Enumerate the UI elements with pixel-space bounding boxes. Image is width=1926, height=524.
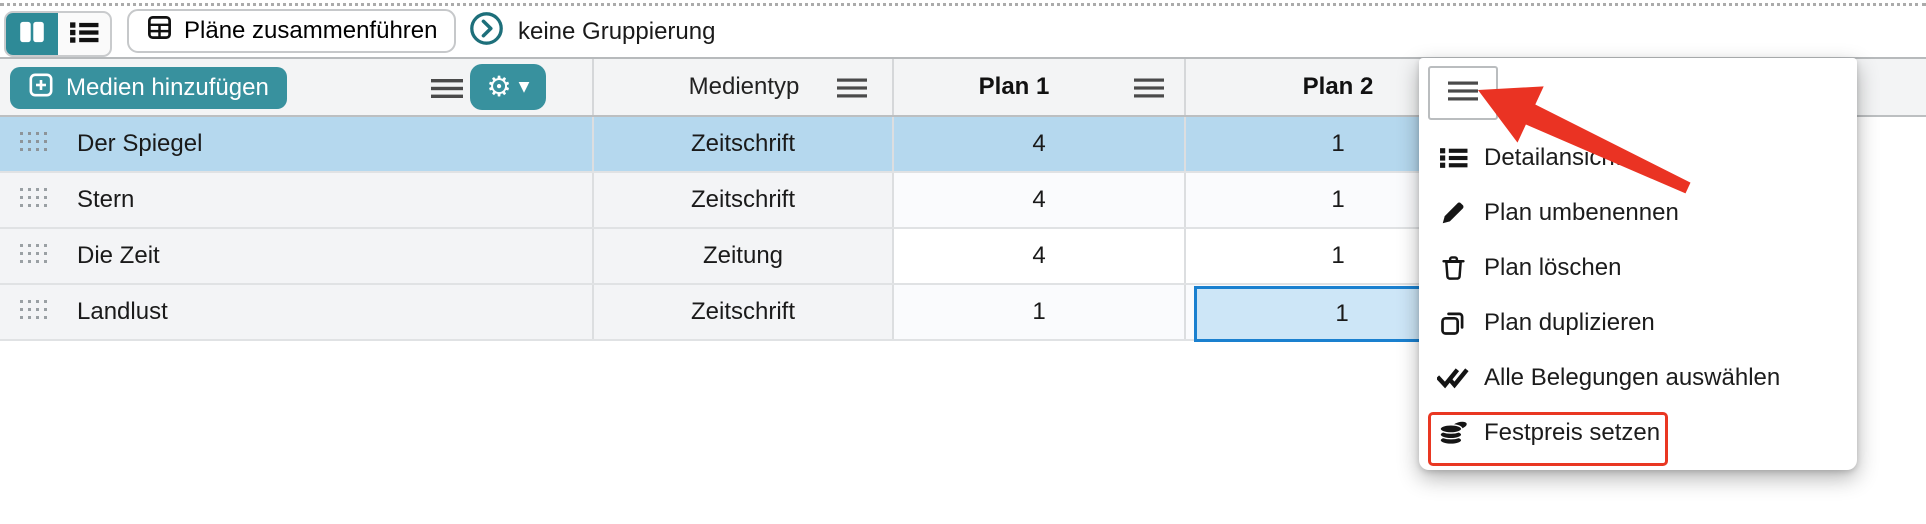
plan1-column-header: Plan 1	[978, 73, 1050, 100]
double-check-icon	[1437, 362, 1469, 394]
media-type-cell[interactable]: Zeitung	[594, 229, 894, 283]
menu-item-label: Alle Belegungen auswählen	[1484, 363, 1781, 391]
detail-list-icon	[1437, 142, 1469, 174]
grouping-control[interactable]: keine Gruppierung	[468, 10, 715, 54]
gear-icon: ⚙	[486, 70, 512, 103]
column-divider	[892, 59, 894, 115]
column-divider	[592, 59, 594, 115]
drag-handle-icon[interactable]	[20, 130, 47, 158]
merge-plans-label: Pläne zusammenführen	[184, 17, 438, 44]
media-name: Landlust	[77, 298, 168, 325]
media-type-cell[interactable]: Zeitschrift	[594, 117, 894, 171]
medientyp-column-menu-icon[interactable]	[836, 78, 868, 103]
plan-menu-items: Detailansicht Plan umbenennen	[1419, 130, 1857, 460]
drag-handle-icon[interactable]	[20, 242, 47, 270]
media-name: Der Spiegel	[77, 130, 203, 157]
columns-view-icon	[17, 19, 47, 50]
plan1-column-menu-icon[interactable]	[1133, 78, 1165, 103]
grouping-label: keine Gruppierung	[518, 18, 716, 45]
menu-item-plan-loeschen[interactable]: Plan löschen	[1419, 240, 1857, 295]
menu-item-label: Festpreis setzen	[1484, 418, 1661, 446]
drag-handle-icon[interactable]	[20, 298, 47, 326]
table-row-die-zeit[interactable]: Die Zeit Zeitung 4 1	[0, 229, 1490, 285]
plan2-column-menu-trigger[interactable]	[1428, 66, 1498, 120]
menu-item-label: Plan löschen	[1484, 253, 1622, 281]
menu-item-label: Plan umbenennen	[1484, 198, 1679, 226]
view-toggle	[4, 11, 112, 57]
hamburger-icon	[1447, 81, 1479, 106]
add-media-label: Medien hinzufügen	[66, 74, 269, 101]
medientyp-column-header: Medientyp	[688, 73, 800, 100]
columns-view-button[interactable]	[6, 13, 58, 55]
menu-item-label: Plan duplizieren	[1484, 308, 1655, 336]
menu-item-label: Detailansicht	[1484, 143, 1622, 171]
menu-item-alle-belegungen-auswaehlen[interactable]: Alle Belegungen auswählen	[1419, 350, 1857, 405]
plan2-column-header: Plan 2	[1302, 73, 1374, 100]
media-type-cell[interactable]: Zeitschrift	[594, 173, 894, 227]
plan1-value-cell[interactable]: 1	[894, 285, 1186, 339]
menu-item-plan-duplizieren[interactable]: Plan duplizieren	[1419, 295, 1857, 350]
name-column-menu-icon[interactable]	[430, 78, 464, 104]
drag-handle-icon[interactable]	[20, 186, 47, 214]
media-name: Die Zeit	[77, 242, 160, 269]
top-dotted-divider	[0, 3, 1926, 6]
plan2-column-menu: Detailansicht Plan umbenennen	[1419, 58, 1857, 470]
chevron-right-circle-icon	[468, 10, 505, 54]
plan1-value-cell[interactable]: 4	[894, 117, 1186, 171]
trash-icon	[1437, 252, 1469, 284]
add-media-button[interactable]: Medien hinzufügen	[10, 67, 287, 109]
list-view-icon	[69, 19, 99, 50]
plan1-value-cell[interactable]: 4	[894, 173, 1186, 227]
list-view-button[interactable]	[58, 13, 110, 55]
menu-item-festpreis-setzen[interactable]: Festpreis setzen	[1419, 405, 1857, 460]
merge-plans-button[interactable]: Pläne zusammenführen	[127, 9, 457, 53]
caret-down-icon: ▼	[518, 79, 530, 95]
table-row-stern[interactable]: Stern Zeitschrift 4 1	[0, 173, 1490, 229]
plan1-value-cell[interactable]: 4	[894, 229, 1186, 283]
menu-item-detailansicht[interactable]: Detailansicht	[1419, 130, 1857, 185]
settings-dropdown-button[interactable]: ⚙ ▼	[470, 64, 546, 110]
column-divider	[1184, 59, 1186, 115]
plus-square-icon	[28, 72, 54, 105]
media-name: Stern	[77, 186, 135, 213]
menu-item-plan-umbenennen[interactable]: Plan umbenennen	[1419, 185, 1857, 240]
merge-table-icon	[146, 14, 173, 48]
media-type-cell[interactable]: Zeitschrift	[594, 285, 894, 339]
duplicate-icon	[1437, 307, 1469, 339]
table-row-der-spiegel[interactable]: Der Spiegel Zeitschrift 4 1	[0, 117, 1490, 173]
pencil-icon	[1437, 197, 1469, 229]
coins-icon	[1437, 417, 1469, 449]
